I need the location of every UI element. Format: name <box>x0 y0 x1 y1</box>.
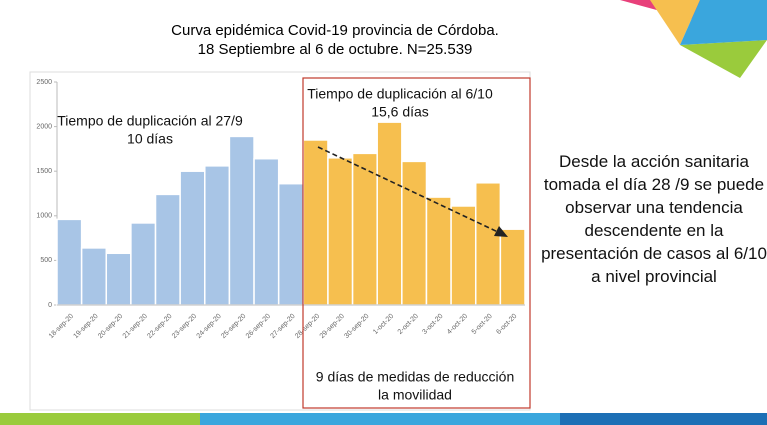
bar <box>56 218 83 306</box>
x-tick-label: 28-sep-20 <box>294 313 321 340</box>
y-tick-label: 2500 <box>36 79 52 86</box>
bar <box>351 152 378 306</box>
x-tick-label: 5-oct-20 <box>471 313 494 336</box>
bar <box>401 160 428 306</box>
x-tick-label: 6-oct-20 <box>495 313 518 336</box>
x-tick-label: 3-oct-20 <box>421 313 444 336</box>
y-tick-label: 1000 <box>36 213 52 220</box>
bar <box>179 170 206 306</box>
x-tick-label: 19-sep-20 <box>72 313 99 340</box>
arrow-head <box>494 226 508 237</box>
x-tick-label: 27-sep-20 <box>269 313 296 340</box>
x-tick-label: 25-sep-20 <box>220 313 247 340</box>
y-tick-label: 500 <box>40 257 52 264</box>
annotation: Tiempo de duplicación al 6/10 <box>307 86 493 102</box>
x-tick-label: 22-sep-20 <box>146 313 173 340</box>
x-tick-label: 29-sep-20 <box>319 313 346 340</box>
trend-arrow <box>317 146 501 234</box>
chart-title: Curva epidémica Covid-19 provincia de Có… <box>171 22 499 39</box>
annotation: 15,6 días <box>371 104 429 120</box>
y-tick-label: 2000 <box>36 123 52 130</box>
bar <box>499 228 526 306</box>
y-tick-label: 1500 <box>36 168 52 175</box>
x-tick-label: 23-sep-20 <box>171 313 198 340</box>
y-tick-label: 0 <box>48 302 52 309</box>
bar <box>302 139 329 306</box>
bar <box>154 193 181 306</box>
bar <box>204 165 231 306</box>
annotation: 9 días de medidas de reducción <box>316 369 514 385</box>
footer-strip <box>0 413 200 425</box>
logo-shape <box>680 0 767 45</box>
bar <box>474 182 502 306</box>
footer-strip <box>560 413 767 425</box>
x-tick-label: 1-oct-20 <box>372 313 395 336</box>
x-tick-label: 30-sep-20 <box>343 313 370 340</box>
bar <box>130 222 157 306</box>
x-tick-label: 21-sep-20 <box>122 313 149 340</box>
x-tick-label: 24-sep-20 <box>196 313 223 340</box>
bar <box>450 205 477 306</box>
x-tick-label: 2-oct-20 <box>397 313 420 336</box>
x-tick-label: 26-sep-20 <box>245 313 272 340</box>
bar <box>105 252 132 306</box>
bar <box>80 247 108 306</box>
x-tick-label: 18-sep-20 <box>48 313 75 340</box>
highlight-box <box>302 77 531 409</box>
x-tick-label: 4-oct-20 <box>446 313 469 336</box>
bar <box>228 135 255 306</box>
side-text: Desde la acción sanitaria tomada el día … <box>541 152 767 286</box>
bar <box>277 182 305 306</box>
logo-shape <box>680 40 767 78</box>
logo-shape <box>650 0 700 45</box>
bar <box>253 157 280 306</box>
annotation: la movilidad <box>378 387 452 403</box>
annotation: Tiempo de duplicación al 27/9 <box>57 113 243 129</box>
chart-title: 18 Septiembre al 6 de octubre. N=25.539 <box>198 41 473 58</box>
annotation: 10 días <box>127 131 173 147</box>
bar <box>327 157 354 306</box>
bar <box>425 196 452 306</box>
bar <box>376 121 403 306</box>
x-tick-label: 20-sep-20 <box>97 313 124 340</box>
